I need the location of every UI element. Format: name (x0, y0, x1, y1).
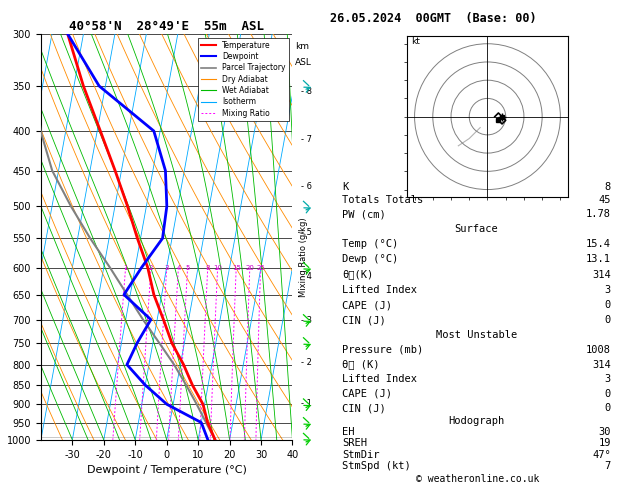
Text: 0: 0 (604, 315, 611, 326)
Text: StmDir: StmDir (342, 450, 379, 460)
X-axis label: Dewpoint / Temperature (°C): Dewpoint / Temperature (°C) (87, 465, 247, 475)
Text: PW (cm): PW (cm) (342, 209, 386, 219)
Text: CIN (J): CIN (J) (342, 315, 386, 326)
Text: CIN (J): CIN (J) (342, 403, 386, 413)
Text: StmSpd (kt): StmSpd (kt) (342, 461, 411, 471)
Text: ASL: ASL (296, 58, 312, 68)
Text: Totals Totals: Totals Totals (342, 195, 423, 206)
Text: 10: 10 (213, 265, 222, 271)
Text: SREH: SREH (342, 438, 367, 449)
Text: km: km (296, 42, 309, 51)
Text: K: K (342, 182, 348, 191)
Text: 3: 3 (165, 265, 169, 271)
Text: - 2: - 2 (301, 358, 312, 367)
Text: θᴇ (K): θᴇ (K) (342, 360, 379, 369)
Text: 26.05.2024  00GMT  (Base: 00): 26.05.2024 00GMT (Base: 00) (330, 12, 537, 25)
Text: - 5: - 5 (301, 227, 312, 237)
Text: 3: 3 (604, 374, 611, 384)
Text: - 3: - 3 (301, 315, 312, 325)
Text: 5: 5 (186, 265, 190, 271)
Text: 4: 4 (176, 265, 181, 271)
Text: θᴇ(K): θᴇ(K) (342, 270, 373, 279)
Text: 8: 8 (206, 265, 210, 271)
Text: 19: 19 (599, 438, 611, 449)
Text: 314: 314 (593, 270, 611, 279)
Text: 0: 0 (604, 300, 611, 310)
Text: Temp (°C): Temp (°C) (342, 239, 398, 249)
Text: 20: 20 (245, 265, 254, 271)
Text: 314: 314 (593, 360, 611, 369)
Text: CAPE (J): CAPE (J) (342, 389, 392, 399)
Text: 1008: 1008 (586, 345, 611, 355)
Text: Dewp (°C): Dewp (°C) (342, 254, 398, 264)
Text: © weatheronline.co.uk: © weatheronline.co.uk (416, 474, 540, 484)
Text: 8: 8 (604, 182, 611, 191)
Text: 0: 0 (604, 403, 611, 413)
Text: Hodograph: Hodograph (448, 416, 504, 426)
Text: - 4: - 4 (301, 272, 312, 281)
Text: 47°: 47° (593, 450, 611, 460)
Text: 45: 45 (599, 195, 611, 206)
Text: - 1: - 1 (301, 399, 312, 408)
Text: 13.1: 13.1 (586, 254, 611, 264)
Text: - 7: - 7 (301, 135, 312, 144)
Text: 7: 7 (604, 461, 611, 471)
Text: Pressure (mb): Pressure (mb) (342, 345, 423, 355)
Y-axis label: hPa: hPa (0, 227, 1, 247)
Text: 15: 15 (231, 265, 241, 271)
Text: - 6: - 6 (301, 182, 312, 191)
Text: 0: 0 (604, 389, 611, 399)
Text: 1.78: 1.78 (586, 209, 611, 219)
Text: - 8: - 8 (301, 87, 312, 96)
Text: CAPE (J): CAPE (J) (342, 300, 392, 310)
Text: Lifted Index: Lifted Index (342, 374, 417, 384)
Text: 30: 30 (599, 427, 611, 437)
Legend: Temperature, Dewpoint, Parcel Trajectory, Dry Adiabat, Wet Adiabat, Isotherm, Mi: Temperature, Dewpoint, Parcel Trajectory… (198, 38, 289, 121)
Text: 1: 1 (123, 265, 128, 271)
Title: 40°58'N  28°49'E  55m  ASL: 40°58'N 28°49'E 55m ASL (69, 20, 264, 33)
Text: 2: 2 (149, 265, 153, 271)
Text: 25: 25 (256, 265, 265, 271)
Text: kt: kt (411, 37, 420, 46)
Text: 3: 3 (604, 285, 611, 295)
Text: 15.4: 15.4 (586, 239, 611, 249)
Text: Surface: Surface (455, 224, 498, 234)
Text: EH: EH (342, 427, 354, 437)
Text: Mixing Ratio (g/kg): Mixing Ratio (g/kg) (299, 217, 308, 297)
Text: Most Unstable: Most Unstable (436, 330, 517, 340)
Text: Lifted Index: Lifted Index (342, 285, 417, 295)
